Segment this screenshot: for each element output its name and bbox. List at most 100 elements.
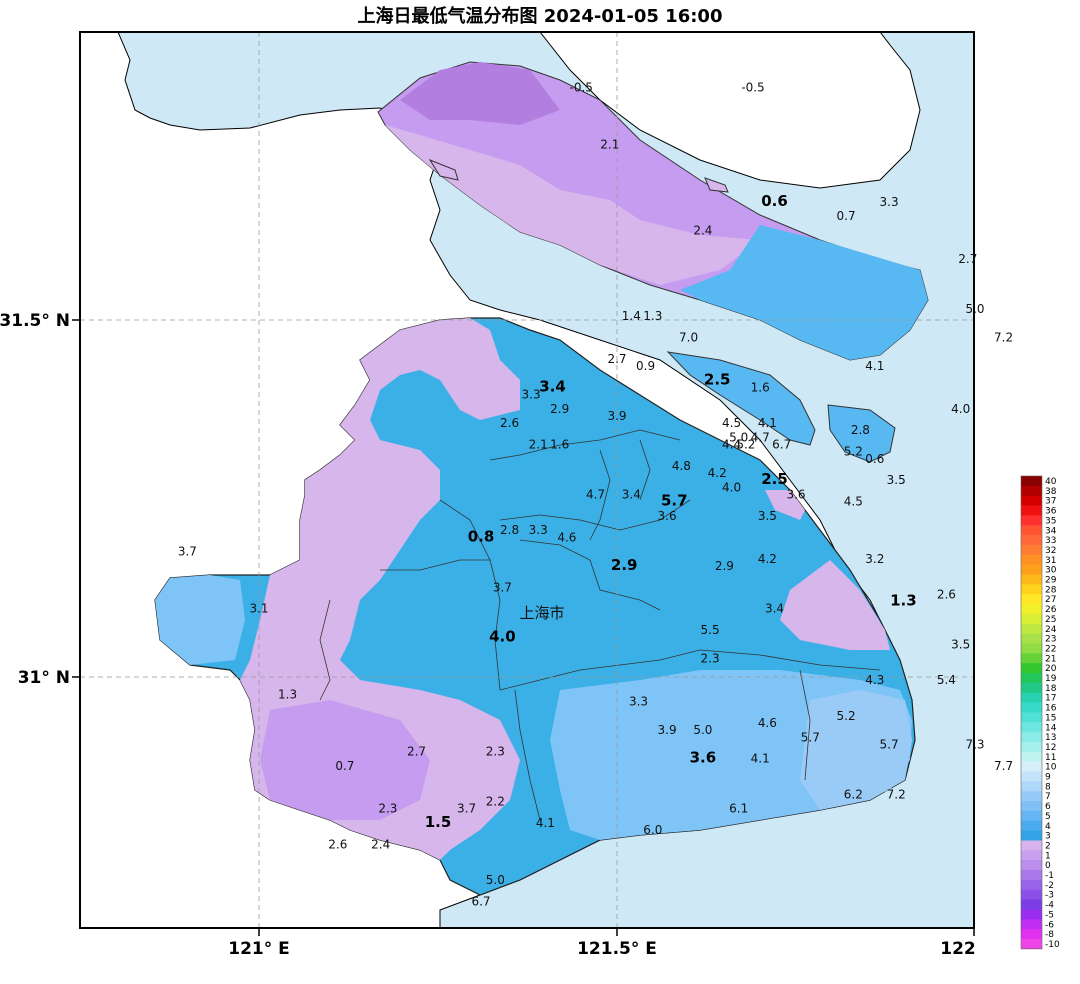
station-value: 3.6 — [690, 749, 717, 767]
station-value: 6.7 — [772, 438, 791, 452]
legend-swatch — [1021, 643, 1042, 654]
legend-label: 31 — [1045, 556, 1056, 566]
legend-swatch — [1021, 623, 1042, 634]
legend-label: 2 — [1045, 842, 1051, 852]
chongming-band-blue — [680, 225, 928, 360]
station-value: 7.2 — [887, 787, 906, 801]
station-value: 4.5 — [844, 495, 863, 509]
station-value: 3.4 — [622, 488, 641, 502]
legend-swatch — [1021, 613, 1042, 625]
station-value: 5.2 — [844, 445, 863, 459]
legend-swatch — [1021, 791, 1042, 802]
legend-label: 36 — [1045, 507, 1057, 517]
station-value: 0.6 — [865, 452, 884, 466]
legend-label: 22 — [1045, 645, 1056, 655]
legend-swatch — [1021, 909, 1042, 920]
district-boundaries — [319, 429, 881, 821]
legend-label: 5 — [1045, 812, 1051, 822]
legend-swatch — [1021, 604, 1042, 615]
station-value: 2.8 — [851, 423, 870, 437]
legend-swatch — [1021, 712, 1042, 723]
legend-swatch — [1021, 545, 1042, 556]
station-value: 1.6 — [550, 438, 569, 452]
legend-swatch — [1021, 564, 1042, 575]
legend-label: -5 — [1045, 910, 1054, 920]
legend-label: 28 — [1045, 585, 1057, 595]
station-value: 3.7 — [178, 545, 197, 559]
legend-swatch — [1021, 939, 1042, 950]
station-value: 0.8 — [468, 527, 495, 545]
legend-label: 26 — [1045, 605, 1057, 615]
legend-label: -3 — [1045, 891, 1054, 901]
legend-label: 37 — [1045, 497, 1056, 507]
changxing-island — [666, 351, 816, 446]
station-value: 2.9 — [715, 559, 734, 573]
station-value: 7.7 — [994, 759, 1013, 773]
legend-label: -1 — [1045, 871, 1054, 881]
chongming-band-purple-dark — [400, 62, 560, 125]
legend-label: -10 — [1045, 940, 1060, 950]
legend-label: 33 — [1045, 536, 1056, 546]
legend-swatch — [1021, 820, 1042, 831]
station-value: 2.7 — [407, 745, 426, 759]
legend-swatch — [1021, 653, 1042, 664]
station-value: 4.0 — [951, 402, 970, 416]
legend-label: 17 — [1045, 694, 1056, 704]
legend-label: 18 — [1045, 684, 1057, 694]
station-value: 2.3 — [378, 802, 397, 816]
station-value: 2.8 — [500, 523, 519, 537]
station-value: -0.5 — [741, 81, 764, 95]
map-title: 上海日最低气温分布图 2024-01-05 16:00 — [357, 6, 723, 27]
station-value: 0.7 — [335, 759, 354, 773]
station-value: 1.3 — [890, 592, 917, 610]
station-value: 1.6 — [751, 380, 770, 394]
legend-label: 34 — [1045, 526, 1057, 536]
station-value: 3.4 — [539, 377, 566, 395]
legend-swatch — [1021, 574, 1042, 585]
station-value: 5.0 — [486, 873, 505, 887]
station-value: 3.2 — [865, 552, 884, 566]
station-value: 3.7 — [493, 580, 512, 594]
station-value: 4.0 — [722, 480, 741, 494]
legend-label: 25 — [1045, 615, 1056, 625]
station-value: 6.2 — [844, 787, 863, 801]
legend-swatch — [1021, 515, 1042, 526]
station-value: 3.7 — [457, 802, 476, 816]
station-value: 5.0 — [965, 302, 984, 316]
legend-swatch — [1021, 742, 1042, 753]
map-content — [117, 32, 974, 928]
legend-swatch — [1021, 751, 1042, 762]
station-value: 2.3 — [701, 652, 720, 666]
legend-label: 27 — [1045, 595, 1056, 605]
station-value: 5.0 — [729, 430, 748, 444]
station-value: 7.3 — [965, 737, 984, 751]
legend-label: 21 — [1045, 654, 1056, 664]
station-value: 2.9 — [550, 402, 569, 416]
legend-label: 40 — [1045, 477, 1057, 487]
legend-swatch — [1021, 801, 1042, 812]
station-value: 5.5 — [701, 623, 720, 637]
legend-label: 11 — [1045, 753, 1056, 763]
legend-swatch — [1021, 584, 1042, 595]
legend-label: 1 — [1045, 851, 1051, 861]
legend-swatch — [1021, 495, 1042, 506]
legend-swatch — [1021, 919, 1042, 930]
station-value: 4.7 — [586, 488, 605, 502]
station-value: 4.2 — [708, 466, 727, 480]
station-value: 2.7 — [607, 352, 626, 366]
legend-label: 4 — [1045, 822, 1051, 832]
station-value: 4.1 — [751, 752, 770, 766]
legend-swatch — [1021, 702, 1042, 713]
legend-swatch — [1021, 673, 1042, 684]
station-value: 3.6 — [658, 509, 677, 523]
station-value: 6.1 — [729, 802, 748, 816]
station-value: 3.4 — [765, 602, 784, 616]
station-value: 2.6 — [328, 837, 347, 851]
station-value: 3.6 — [786, 488, 805, 502]
station-value: 7.2 — [994, 330, 1013, 344]
legend-swatch — [1021, 929, 1042, 940]
east-purple-patch — [780, 560, 890, 650]
legend-swatch — [1021, 781, 1042, 792]
station-value: 2.4 — [371, 837, 390, 851]
southeast-lighter-band — [800, 690, 912, 810]
